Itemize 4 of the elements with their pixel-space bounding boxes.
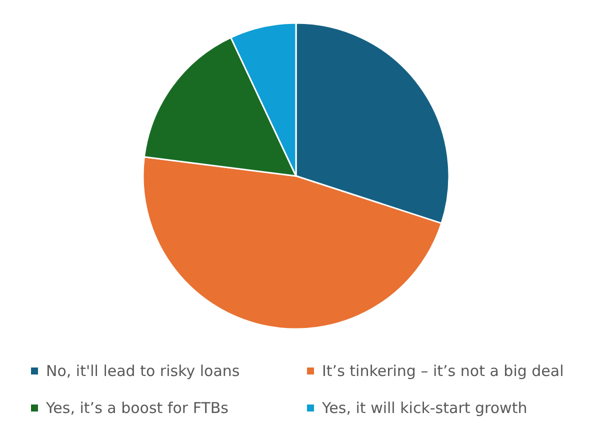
- legend-label: No, it'll lead to risky loans: [46, 362, 240, 380]
- legend-label: It’s tinkering – it’s not a big deal: [322, 362, 564, 380]
- legend-label: Yes, it’s a boost for FTBs: [45, 399, 229, 417]
- legend-label: Yes, it will kick-start growth: [321, 399, 528, 417]
